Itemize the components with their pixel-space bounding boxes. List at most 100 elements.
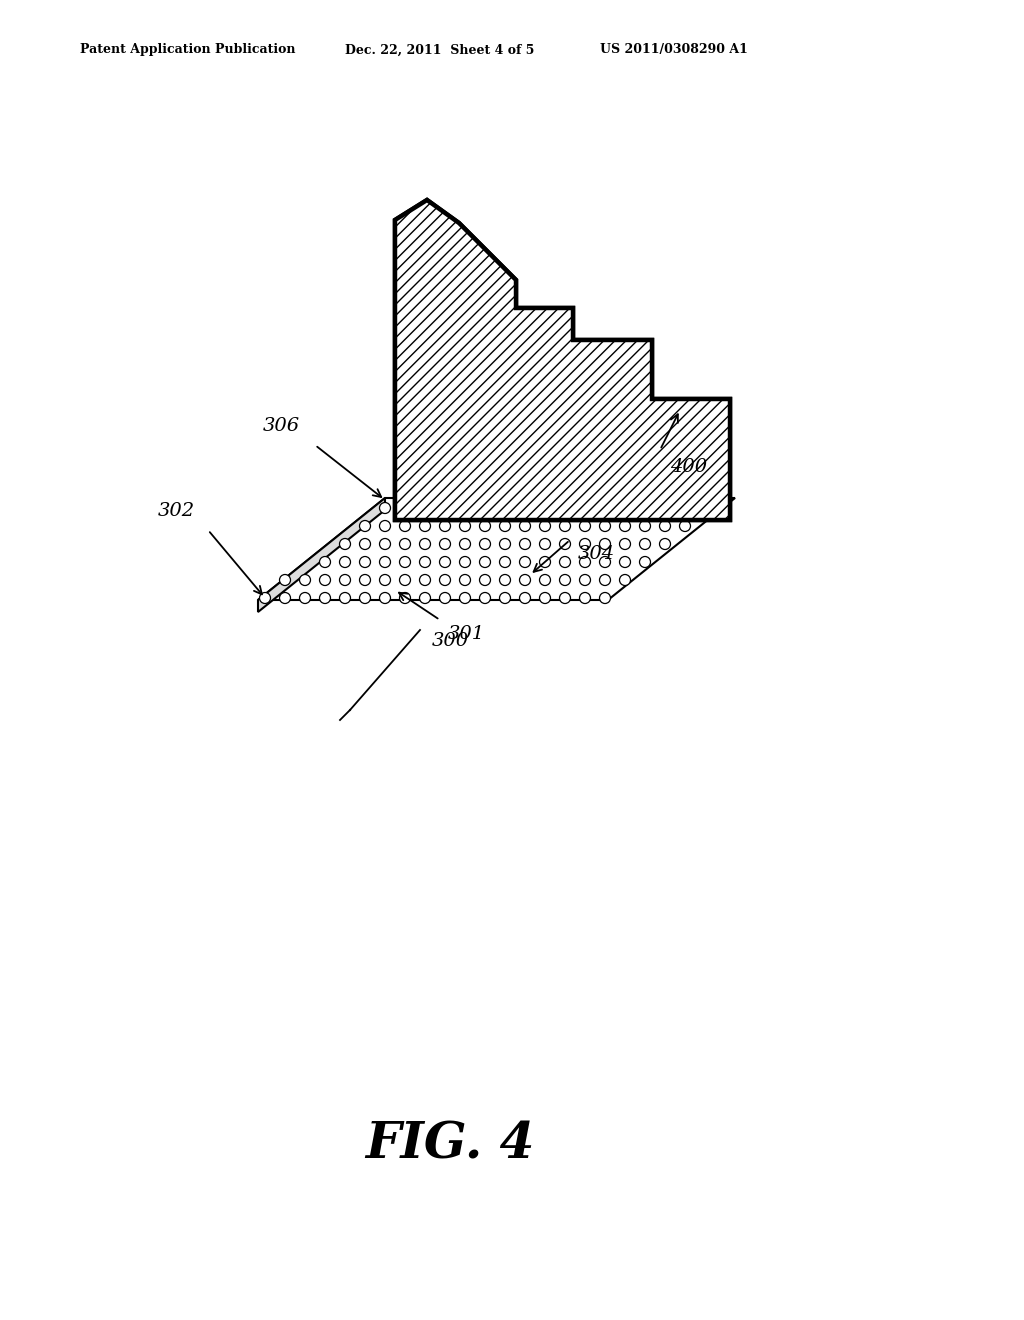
- Circle shape: [399, 520, 411, 532]
- Circle shape: [420, 574, 430, 586]
- Circle shape: [380, 520, 390, 532]
- Circle shape: [380, 503, 390, 513]
- Circle shape: [620, 539, 631, 549]
- Circle shape: [580, 503, 591, 513]
- Circle shape: [540, 574, 551, 586]
- Circle shape: [559, 574, 570, 586]
- Circle shape: [359, 574, 371, 586]
- Circle shape: [659, 520, 671, 532]
- Circle shape: [519, 574, 530, 586]
- Circle shape: [380, 593, 390, 603]
- Circle shape: [580, 574, 591, 586]
- Circle shape: [640, 503, 650, 513]
- Circle shape: [540, 520, 551, 532]
- Circle shape: [599, 520, 610, 532]
- Circle shape: [439, 520, 451, 532]
- Circle shape: [439, 557, 451, 568]
- Circle shape: [340, 539, 350, 549]
- Circle shape: [620, 503, 631, 513]
- Text: 301: 301: [449, 624, 485, 643]
- Circle shape: [580, 593, 591, 603]
- Circle shape: [399, 574, 411, 586]
- Polygon shape: [395, 201, 730, 520]
- Text: 304: 304: [578, 545, 615, 564]
- Circle shape: [439, 574, 451, 586]
- Circle shape: [399, 539, 411, 549]
- Circle shape: [319, 557, 331, 568]
- Circle shape: [399, 557, 411, 568]
- Text: 400: 400: [670, 458, 708, 477]
- Circle shape: [640, 520, 650, 532]
- Circle shape: [420, 539, 430, 549]
- Circle shape: [500, 557, 511, 568]
- Circle shape: [399, 593, 411, 603]
- Circle shape: [599, 557, 610, 568]
- Circle shape: [519, 503, 530, 513]
- Circle shape: [559, 557, 570, 568]
- Text: 302: 302: [158, 502, 195, 520]
- Circle shape: [479, 539, 490, 549]
- Text: US 2011/0308290 A1: US 2011/0308290 A1: [600, 44, 748, 57]
- Circle shape: [299, 593, 310, 603]
- Circle shape: [319, 574, 331, 586]
- Text: FIG. 4: FIG. 4: [366, 1121, 535, 1170]
- Circle shape: [599, 574, 610, 586]
- Circle shape: [519, 557, 530, 568]
- Circle shape: [259, 593, 270, 603]
- Circle shape: [580, 557, 591, 568]
- Circle shape: [640, 539, 650, 549]
- Circle shape: [439, 539, 451, 549]
- Circle shape: [439, 593, 451, 603]
- Circle shape: [340, 557, 350, 568]
- Circle shape: [620, 574, 631, 586]
- Circle shape: [559, 520, 570, 532]
- Circle shape: [659, 503, 671, 513]
- Circle shape: [380, 539, 390, 549]
- Circle shape: [479, 520, 490, 532]
- Circle shape: [359, 539, 371, 549]
- Circle shape: [420, 557, 430, 568]
- Circle shape: [359, 593, 371, 603]
- Circle shape: [599, 593, 610, 603]
- Circle shape: [280, 593, 291, 603]
- Circle shape: [559, 539, 570, 549]
- Circle shape: [280, 574, 291, 586]
- Text: Dec. 22, 2011  Sheet 4 of 5: Dec. 22, 2011 Sheet 4 of 5: [345, 44, 535, 57]
- Circle shape: [519, 520, 530, 532]
- Circle shape: [540, 593, 551, 603]
- Circle shape: [540, 503, 551, 513]
- Circle shape: [519, 593, 530, 603]
- Circle shape: [460, 520, 470, 532]
- Circle shape: [559, 593, 570, 603]
- Text: Patent Application Publication: Patent Application Publication: [80, 44, 296, 57]
- Circle shape: [559, 503, 570, 513]
- Circle shape: [460, 539, 470, 549]
- Circle shape: [399, 503, 411, 513]
- Circle shape: [500, 539, 511, 549]
- Circle shape: [420, 593, 430, 603]
- Circle shape: [460, 503, 470, 513]
- Circle shape: [540, 539, 551, 549]
- Circle shape: [479, 557, 490, 568]
- Circle shape: [640, 557, 650, 568]
- Circle shape: [460, 593, 470, 603]
- Polygon shape: [395, 201, 730, 520]
- Text: 306: 306: [263, 417, 300, 436]
- Circle shape: [380, 574, 390, 586]
- Circle shape: [460, 574, 470, 586]
- Circle shape: [580, 539, 591, 549]
- Polygon shape: [258, 498, 385, 612]
- Circle shape: [500, 574, 511, 586]
- Circle shape: [319, 593, 331, 603]
- Circle shape: [659, 539, 671, 549]
- Circle shape: [500, 503, 511, 513]
- Circle shape: [680, 503, 690, 513]
- Text: 300: 300: [432, 632, 469, 649]
- Circle shape: [420, 503, 430, 513]
- Circle shape: [299, 574, 310, 586]
- Circle shape: [540, 557, 551, 568]
- Circle shape: [340, 593, 350, 603]
- Circle shape: [620, 520, 631, 532]
- Polygon shape: [258, 498, 735, 601]
- Circle shape: [599, 539, 610, 549]
